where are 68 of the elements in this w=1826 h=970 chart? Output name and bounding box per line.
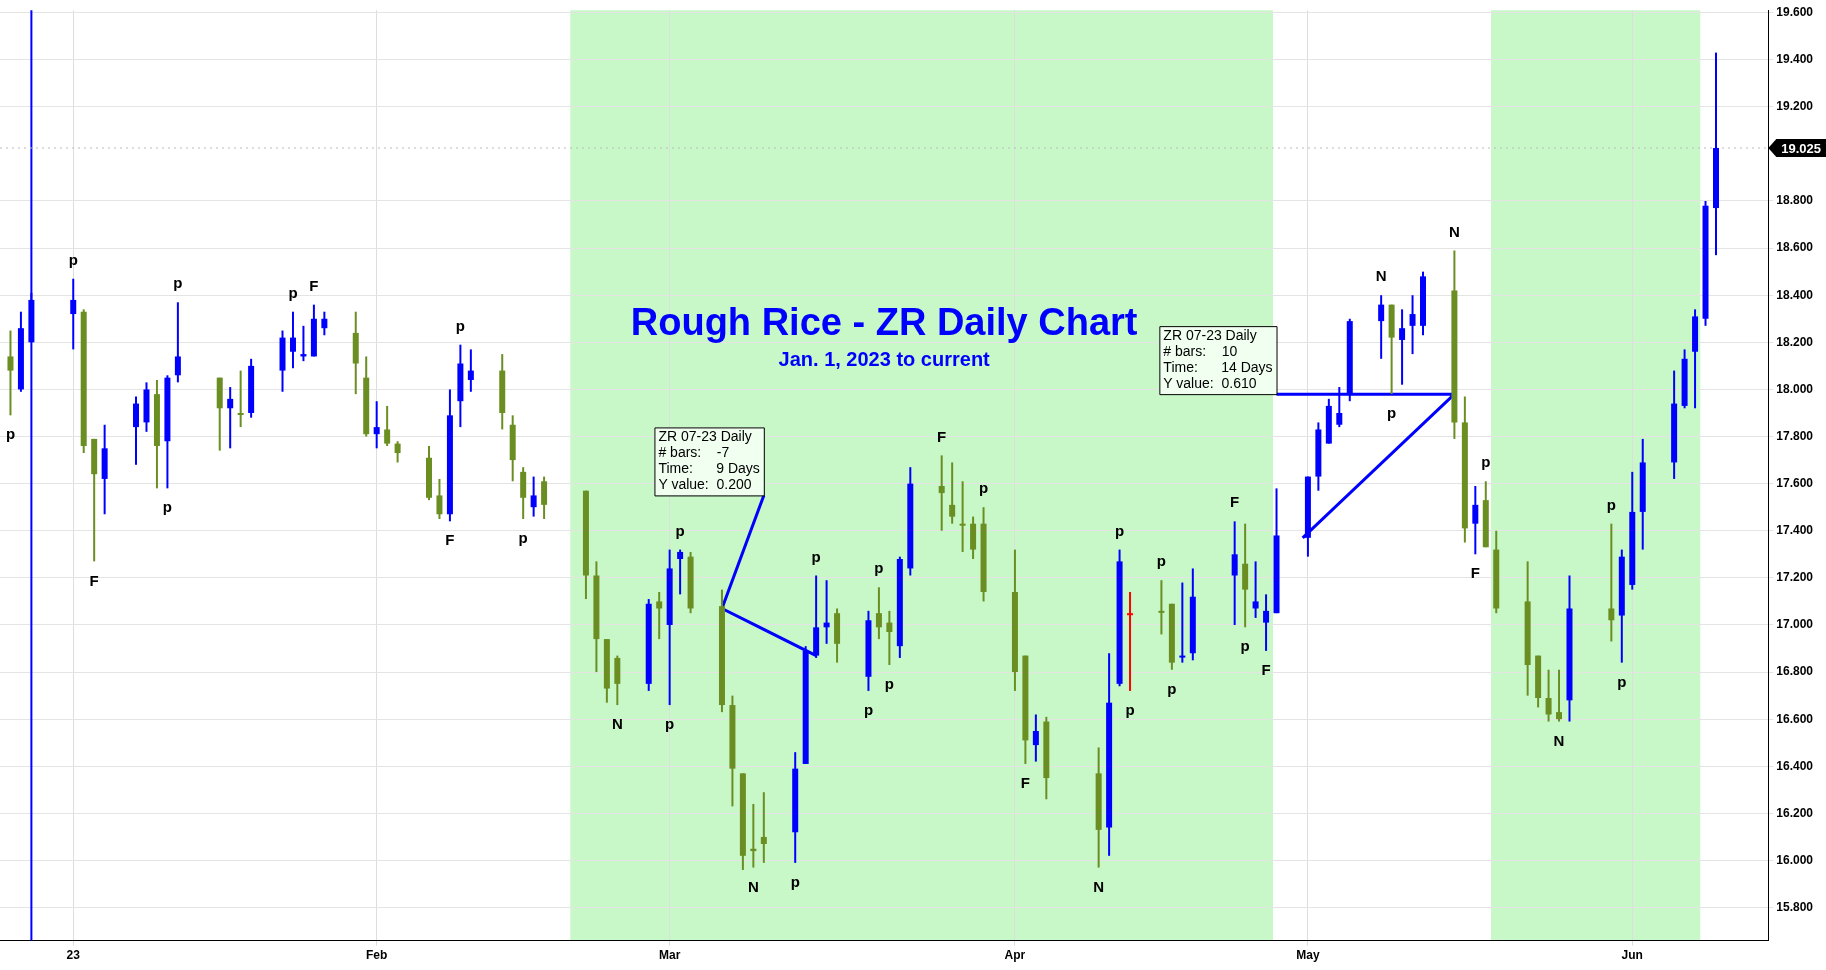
ref-line-label: 19.025 bbox=[1781, 140, 1822, 156]
annotation: N bbox=[747, 877, 759, 895]
annotation: p bbox=[884, 675, 894, 693]
x-tick-label: 23 bbox=[66, 948, 81, 963]
y-tick-label: 16.200 bbox=[1776, 805, 1814, 820]
annotation: p bbox=[455, 316, 465, 334]
annotation: F bbox=[309, 276, 319, 294]
annotation: p bbox=[162, 498, 172, 516]
y-tick-label: 19.200 bbox=[1776, 99, 1814, 114]
annotation: p bbox=[978, 479, 989, 497]
y-tick-label: 18.400 bbox=[1776, 287, 1814, 302]
annotation: p bbox=[68, 250, 78, 268]
y-tick-label: 17.600 bbox=[1776, 475, 1814, 490]
annotation: p bbox=[1240, 637, 1250, 655]
annotation: N bbox=[1093, 877, 1105, 895]
annotation: F bbox=[445, 531, 455, 549]
annotation: N bbox=[1375, 267, 1387, 285]
annotation: F bbox=[937, 427, 947, 445]
annotation: F bbox=[89, 571, 99, 589]
annotation: N bbox=[1553, 731, 1565, 749]
y-tick-label: 17.400 bbox=[1776, 523, 1814, 538]
annotation: p bbox=[173, 274, 183, 292]
x-tick-label: Feb bbox=[366, 948, 388, 963]
annotation: p bbox=[665, 715, 675, 733]
annotation: p bbox=[5, 425, 16, 443]
y-tick-label: 18.800 bbox=[1776, 193, 1814, 208]
annotation: p bbox=[1617, 672, 1627, 690]
y-tick-label: 18.600 bbox=[1776, 240, 1814, 255]
annotation: ZR 07-23 Daily # bars: 10 Time: 14 Days Y value: 0.610 bbox=[1163, 327, 1273, 391]
y-tick-label: 17.800 bbox=[1776, 428, 1814, 443]
annotation: N bbox=[611, 715, 623, 733]
annotation: p bbox=[1125, 701, 1135, 719]
x-tick-label: Mar bbox=[658, 948, 681, 963]
annotation: p bbox=[1114, 521, 1125, 539]
y-tick-label: 19.400 bbox=[1776, 51, 1814, 66]
x-tick-label: May bbox=[1296, 948, 1320, 963]
annotation: p bbox=[863, 701, 874, 719]
annotation: p bbox=[790, 873, 800, 891]
annotation: N bbox=[1448, 222, 1460, 240]
x-tick-label: Jun bbox=[1621, 948, 1643, 963]
y-tick-label: 17.200 bbox=[1776, 570, 1814, 585]
y-tick-label: 16.600 bbox=[1776, 711, 1814, 726]
annotation: p bbox=[1606, 495, 1616, 513]
annotation: p bbox=[518, 529, 528, 547]
y-tick-label: 16.800 bbox=[1776, 664, 1814, 679]
y-tick-label: 16.000 bbox=[1776, 852, 1814, 867]
annotation: p bbox=[1167, 679, 1177, 697]
text: Rough Rice - ZR Daily Chart bbox=[630, 301, 1138, 344]
annotation: ZR 07-23 Daily # bars: -7 Time: 9 Days Y value: 0.200 bbox=[658, 428, 760, 493]
text: Jan. 1, 2023 to current bbox=[778, 347, 991, 370]
annotation: F bbox=[1230, 493, 1240, 511]
annotation: F bbox=[1470, 564, 1480, 582]
annotation: p bbox=[874, 559, 884, 577]
x-tick-label: Apr bbox=[1004, 948, 1026, 963]
annotation: p bbox=[288, 283, 298, 301]
annotation: F bbox=[1020, 774, 1030, 792]
y-tick-label: 16.400 bbox=[1776, 758, 1814, 773]
y-tick-label: 18.000 bbox=[1776, 381, 1814, 396]
y-tick-label: 15.800 bbox=[1776, 899, 1814, 914]
y-tick-label: 19.600 bbox=[1776, 4, 1814, 19]
annotation: p bbox=[1156, 552, 1167, 570]
annotation: p bbox=[1387, 404, 1397, 422]
y-tick-label: 18.200 bbox=[1776, 334, 1814, 349]
annotation: p bbox=[675, 521, 685, 539]
annotation: F bbox=[1261, 661, 1271, 679]
annotation: p bbox=[811, 547, 821, 565]
y-tick-label: 17.000 bbox=[1776, 617, 1814, 632]
annotation: p bbox=[1481, 453, 1491, 471]
